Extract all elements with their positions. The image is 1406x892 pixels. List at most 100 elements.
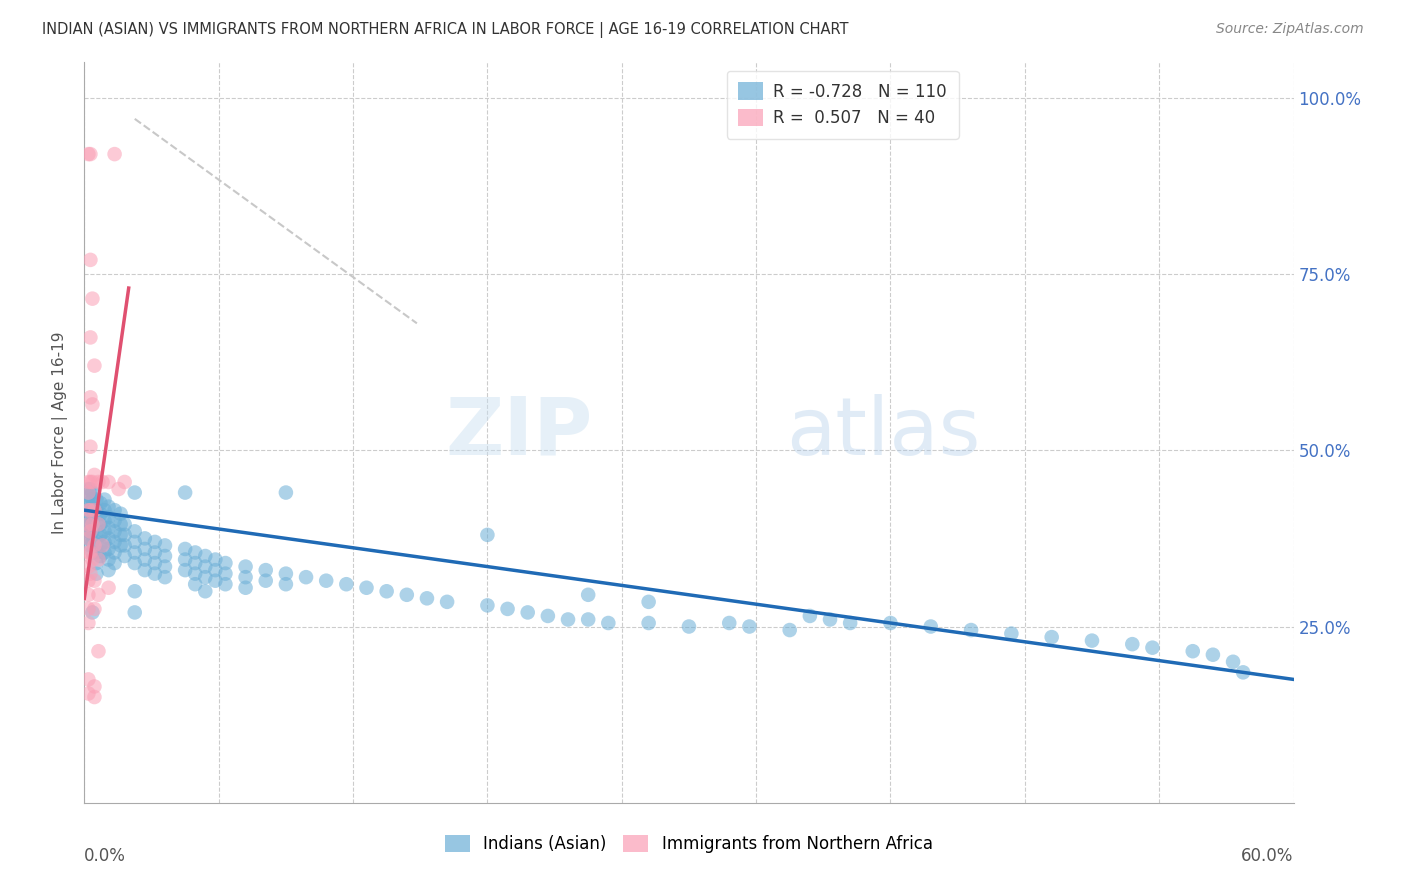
Point — [79, 566, 101, 581]
Point — [86, 503, 108, 517]
Point — [104, 556, 127, 570]
Point — [1000, 626, 1022, 640]
Point — [79, 545, 101, 559]
Legend: Indians (Asian), Immigrants from Northern Africa: Indians (Asian), Immigrants from Norther… — [437, 826, 941, 861]
Point — [678, 619, 700, 633]
Point — [799, 609, 821, 624]
Point — [83, 602, 105, 616]
Point — [104, 524, 127, 539]
Point — [174, 485, 197, 500]
Point — [477, 528, 499, 542]
Point — [143, 545, 166, 559]
Point — [143, 556, 166, 570]
Point — [153, 570, 176, 584]
Point — [214, 566, 236, 581]
Point — [82, 397, 104, 411]
Point — [97, 521, 120, 535]
Point — [79, 503, 101, 517]
Point — [83, 574, 105, 588]
Point — [174, 541, 197, 556]
Point — [89, 517, 111, 532]
Point — [274, 566, 297, 581]
Point — [77, 673, 100, 687]
Text: ZIP: ZIP — [444, 393, 592, 472]
Point — [537, 609, 560, 624]
Point — [91, 538, 114, 552]
Point — [1232, 665, 1254, 680]
Point — [235, 570, 257, 584]
Point — [960, 623, 983, 637]
Text: 60.0%: 60.0% — [1241, 847, 1294, 865]
Point — [839, 615, 862, 630]
Point — [77, 517, 100, 532]
Point — [110, 538, 132, 552]
Point — [82, 503, 104, 517]
Point — [124, 485, 146, 500]
Point — [86, 556, 108, 570]
Point — [79, 507, 101, 521]
Point — [82, 514, 104, 528]
Point — [114, 549, 136, 563]
Point — [83, 503, 105, 517]
Point — [79, 482, 101, 496]
Point — [637, 615, 659, 630]
Point — [184, 577, 207, 591]
Point — [82, 524, 104, 539]
Point — [194, 570, 217, 584]
Point — [87, 475, 110, 489]
Point — [77, 482, 100, 496]
Point — [83, 690, 105, 704]
Point — [79, 147, 101, 161]
Point — [97, 563, 120, 577]
Point — [254, 574, 277, 588]
Point — [77, 489, 100, 503]
Point — [718, 615, 741, 630]
Point — [204, 563, 226, 577]
Point — [91, 475, 114, 489]
Point — [86, 524, 108, 539]
Point — [920, 619, 942, 633]
Point — [416, 591, 439, 606]
Point — [174, 552, 197, 566]
Point — [79, 252, 101, 267]
Point — [87, 552, 110, 566]
Text: Source: ZipAtlas.com: Source: ZipAtlas.com — [1216, 22, 1364, 37]
Point — [124, 556, 146, 570]
Point — [83, 467, 105, 482]
Point — [110, 528, 132, 542]
Point — [184, 566, 207, 581]
Point — [77, 686, 100, 700]
Point — [77, 532, 100, 546]
Point — [104, 514, 127, 528]
Point — [93, 545, 115, 559]
Point — [104, 535, 127, 549]
Point — [114, 538, 136, 552]
Point — [134, 532, 156, 546]
Point — [93, 503, 115, 517]
Point — [1121, 637, 1143, 651]
Point — [97, 581, 120, 595]
Point — [295, 570, 318, 584]
Point — [174, 563, 197, 577]
Point — [1142, 640, 1164, 655]
Point — [254, 563, 277, 577]
Point — [104, 147, 127, 161]
Point — [77, 496, 100, 510]
Point — [77, 559, 100, 574]
Point — [83, 359, 105, 373]
Point — [1181, 644, 1204, 658]
Point — [87, 517, 110, 532]
Point — [77, 574, 100, 588]
Point — [97, 510, 120, 524]
Point — [124, 606, 146, 620]
Point — [124, 524, 146, 539]
Point — [77, 532, 100, 546]
Point — [86, 545, 108, 559]
Point — [436, 595, 458, 609]
Point — [1040, 630, 1063, 644]
Point — [97, 532, 120, 546]
Point — [79, 475, 101, 489]
Point — [77, 517, 100, 532]
Point — [87, 588, 110, 602]
Point — [124, 535, 146, 549]
